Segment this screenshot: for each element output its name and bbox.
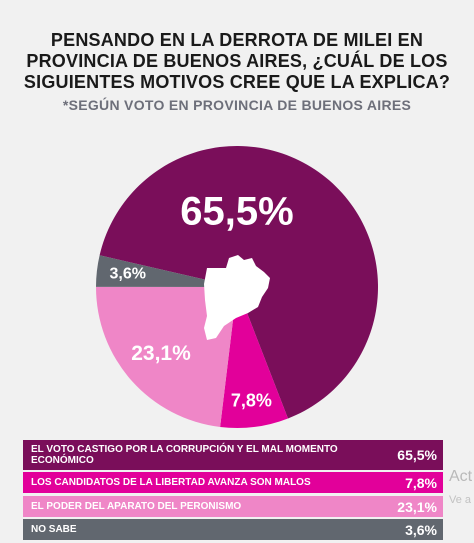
legend-value: 3,6% xyxy=(405,521,437,538)
title-line: PENSANDO EN LA DERROTA DE MILEI EN xyxy=(50,30,424,50)
province-map-icon xyxy=(204,255,270,340)
pie-slice xyxy=(96,286,237,427)
title-line: PROVINCIA DE BUENOS AIRES, ¿CUÁL DE LOS xyxy=(26,51,448,71)
legend-row: EL PODER DEL APARATO DEL PERONISMO 23,1% xyxy=(23,496,443,517)
legend-row: NO SABE 3,6% xyxy=(23,519,443,540)
watermark-subtext: Ve a xyxy=(449,494,472,506)
legend-value: 65,5% xyxy=(397,447,437,463)
slice-value-label: 65,5% xyxy=(180,190,293,234)
pie-chart: 65,5% 7,8% 23,1% 3,6% xyxy=(96,146,378,428)
chart-title: PENSANDO EN LA DERROTA DE MILEI EN PROVI… xyxy=(0,30,474,93)
legend-label: EL VOTO CASTIGO POR LA CORRUPCIÓN Y EL M… xyxy=(31,444,338,466)
slice-value-label: 3,6% xyxy=(109,266,145,283)
legend-label: EL PODER DEL APARATO DEL PERONISMO xyxy=(31,501,242,512)
chart-subtitle: *SEGÚN VOTO EN PROVINCIA DE BUENOS AIRES xyxy=(62,97,412,113)
pie-slice xyxy=(96,255,238,287)
slice-value-label: 23,1% xyxy=(131,342,191,365)
legend-label: LOS CANDIDATOS DE LA LIBERTAD AVANZA SON… xyxy=(31,477,311,488)
title-line: SIGUIENTES MOTIVOS CREE QUE LA EXPLICA? xyxy=(23,72,451,92)
legend-label: NO SABE xyxy=(31,524,77,535)
pie-slice xyxy=(220,287,288,428)
legend-row: EL VOTO CASTIGO POR LA CORRUPCIÓN Y EL M… xyxy=(23,440,443,470)
legend-value: 7,8% xyxy=(405,474,437,491)
slice-value-label: 7,8% xyxy=(231,390,272,410)
legend-value: 23,1% xyxy=(397,498,437,515)
legend-row: LOS CANDIDATOS DE LA LIBERTAD AVANZA SON… xyxy=(23,472,443,493)
watermark-text: Act xyxy=(449,468,473,485)
